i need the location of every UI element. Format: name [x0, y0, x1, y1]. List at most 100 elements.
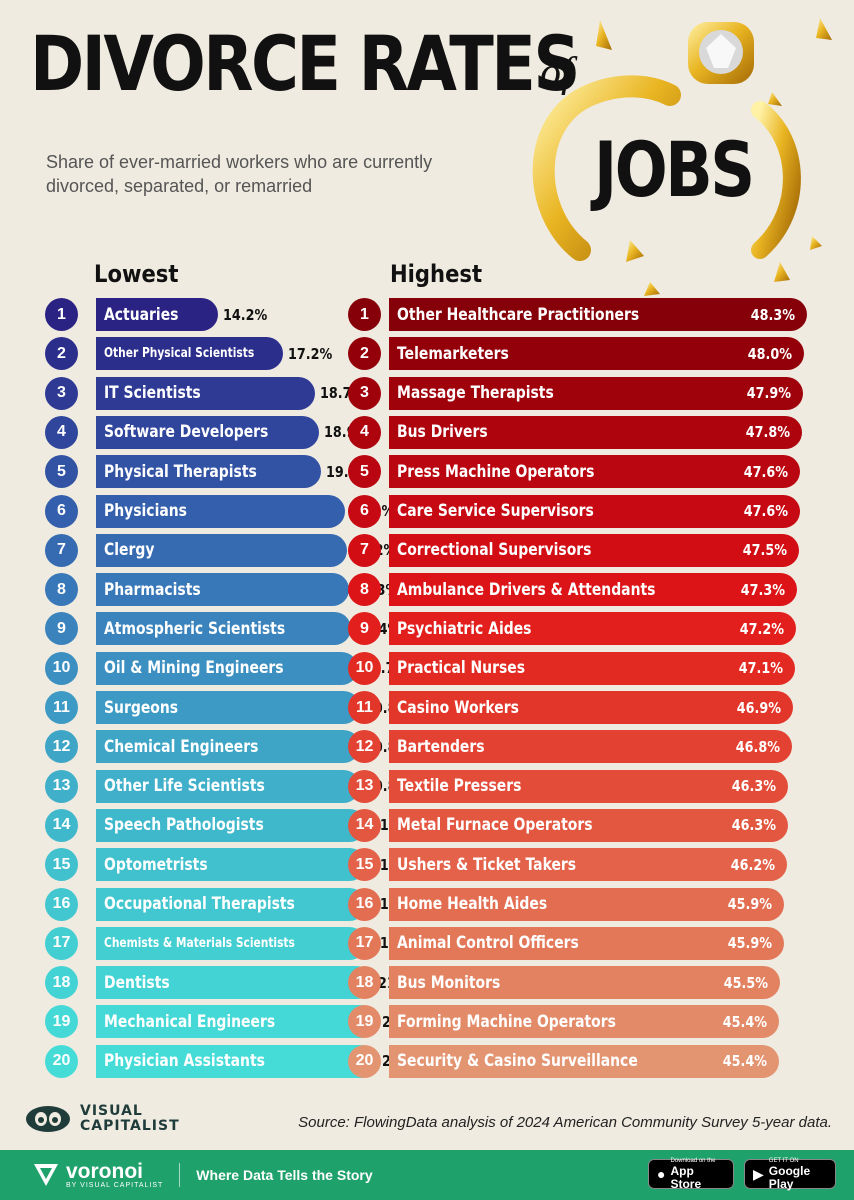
- app-store-button[interactable]: ● Download on the App Store: [648, 1158, 734, 1191]
- lowest-4-rank: 4: [45, 415, 78, 449]
- highest-14-value: 46.3%: [731, 816, 776, 835]
- lowest-9-label: Atmospheric Scientists: [104, 618, 286, 639]
- highest-11-rank: 11: [348, 691, 381, 724]
- highest-5-label: Press Machine Operators: [397, 461, 595, 482]
- lowest-16-label: Occupational Therapists: [104, 894, 295, 914]
- lowest-4-bar: Software Developers: [96, 415, 320, 449]
- lowest-7-rank: 7: [45, 533, 78, 567]
- lowest-9-bar: Atmospheric Scientists: [96, 612, 352, 646]
- app-store-text: App Store: [670, 1163, 702, 1191]
- lowest-5-bar: Physical Therapists: [96, 455, 322, 489]
- highest-18-value: 45.5%: [723, 973, 768, 992]
- highest-15-bar: Ushers & Ticket Takers: [389, 848, 787, 882]
- highest-6-bar: Care Service Supervisors: [389, 494, 800, 528]
- lowest-10-label: Oil & Mining Engineers: [104, 658, 284, 679]
- lowest-12-label: Chemical Engineers: [104, 736, 259, 757]
- lowest-2-label: Other Physical Scientists: [104, 346, 255, 362]
- highest-11-value: 46.9%: [737, 698, 782, 717]
- highest-13-label: Textile Pressers: [397, 776, 522, 797]
- chart-title-jobs: JOBS: [594, 125, 755, 214]
- highest-6-rank: 6: [348, 494, 381, 528]
- lowest-8-label: Pharmacists: [104, 579, 201, 600]
- highest-10-bar: Practical Nurses: [389, 651, 796, 685]
- highest-13-rank: 13: [348, 769, 381, 803]
- highest-3-label: Massage Therapists: [397, 383, 554, 404]
- lowest-19-label: Mechanical Engineers: [104, 1011, 276, 1032]
- lowest-12-rank: 12: [45, 730, 78, 764]
- highest-4-rank: 4: [348, 415, 381, 449]
- lowest-17-label: Chemists & Materials Scientists: [104, 935, 295, 951]
- chart-subtitle: Share of ever-married workers who are cu…: [46, 152, 433, 196]
- highest-4-bar: Bus Drivers: [389, 415, 802, 449]
- highest-10-value: 47.1%: [738, 659, 784, 678]
- lowest-9-rank: 9: [45, 612, 78, 646]
- highest-11-bar: Casino Workers: [389, 691, 794, 724]
- highest-3-rank: 3: [348, 376, 381, 410]
- highest-20-rank: 20: [348, 1044, 381, 1078]
- lowest-19-bar: Mechanical Engineers: [96, 1005, 378, 1039]
- highest-16-value: 45.9%: [727, 895, 772, 913]
- lowest-5-label: Physical Therapists: [104, 461, 257, 482]
- highest-13-bar: Textile Pressers: [389, 769, 788, 803]
- ring-illustration: [532, 18, 832, 296]
- highest-6-value: 47.6%: [743, 502, 788, 520]
- lowest-1-value: 14.2%: [223, 305, 268, 324]
- voronoi-logo[interactable]: voronoi BY VISUAL CAPITALIST: [32, 1159, 163, 1189]
- lowest-12-bar: Chemical Engineers: [96, 730, 360, 764]
- highest-column-header: Highest: [390, 260, 483, 288]
- highest-12-bar: Bartenders: [389, 730, 793, 764]
- chart-title-of: of: [540, 50, 573, 96]
- lowest-2-value: 17.2%: [287, 344, 332, 363]
- highest-18-bar: Bus Monitors: [389, 966, 780, 1000]
- apple-icon: ●: [657, 1166, 666, 1182]
- highest-6-label: Care Service Supervisors: [397, 501, 594, 521]
- highest-2-label: Telemarketers: [397, 343, 509, 364]
- lowest-1-label: Actuaries: [104, 304, 179, 325]
- lowest-8-bar: Pharmacists: [96, 573, 350, 607]
- highest-17-label: Animal Control Officers: [397, 933, 579, 954]
- lowest-18-bar: Dentists: [96, 966, 373, 1000]
- highest-9-label: Psychiatric Aides: [397, 618, 532, 639]
- voronoi-name: voronoi: [66, 1159, 143, 1183]
- vc-line-2: CAPITALIST: [80, 1118, 180, 1134]
- highest-16-label: Home Health Aides: [397, 894, 548, 914]
- lowest-17-bar: Chemists & Materials Scientists: [96, 926, 367, 960]
- lowest-3-bar: IT Scientists: [96, 376, 315, 410]
- highest-19-label: Forming Machine Operators: [397, 1011, 616, 1032]
- lowest-14-rank: 14: [45, 808, 78, 842]
- highest-1-bar: Other Healthcare Practitioners: [389, 298, 807, 331]
- highest-8-value: 47.3%: [740, 580, 786, 599]
- voronoi-icon: [34, 1164, 58, 1186]
- lowest-15-bar: Optometrists: [96, 848, 367, 882]
- lowest-1-rank: 1: [45, 298, 78, 331]
- lowest-19-rank: 19: [45, 1005, 78, 1039]
- highest-16-bar: Home Health Aides: [389, 887, 784, 921]
- lowest-7-label: Clergy: [104, 540, 155, 561]
- lowest-11-rank: 11: [45, 691, 78, 724]
- highest-9-rank: 9: [348, 612, 381, 646]
- google-play-button[interactable]: ▶ GET IT ON Google Play: [744, 1158, 836, 1190]
- lowest-17-rank: 17: [45, 926, 78, 960]
- highest-19-bar: Forming Machine Operators: [389, 1005, 779, 1039]
- chart-title: DIVORCE RATES: [30, 19, 580, 108]
- lowest-11-bar: Surgeons: [96, 691, 360, 724]
- lowest-14-bar: Speech Pathologists: [96, 808, 367, 842]
- highest-16-rank: 16: [348, 887, 381, 921]
- lowest-14-label: Speech Pathologists: [104, 815, 264, 836]
- lowest-20-bar: Physician Assistants: [96, 1044, 378, 1078]
- lowest-18-rank: 18: [45, 966, 78, 1000]
- highest-20-bar: Security & Casino Surveillance: [389, 1044, 779, 1078]
- lowest-5-rank: 5: [45, 455, 78, 489]
- highest-5-rank: 5: [348, 455, 381, 489]
- visual-capitalist-logo: VISUAL CAPITALIST: [24, 1104, 180, 1134]
- highest-4-label: Bus Drivers: [397, 422, 488, 443]
- highest-19-rank: 19: [348, 1005, 381, 1039]
- bar-charts: 1 Actuaries 14.2% 2 Other Physical Scientist…: [45, 298, 807, 1078]
- highest-2-bar: Telemarketers: [389, 337, 804, 371]
- highest-20-label: Security & Casino Surveillance: [397, 1051, 638, 1072]
- lowest-column-header: Lowest: [94, 260, 179, 288]
- lowest-10-rank: 10: [45, 651, 78, 685]
- highest-14-rank: 14: [348, 808, 381, 842]
- play-icon: ▶: [753, 1165, 764, 1182]
- highest-8-bar: Ambulance Drivers & Attendants: [389, 573, 798, 607]
